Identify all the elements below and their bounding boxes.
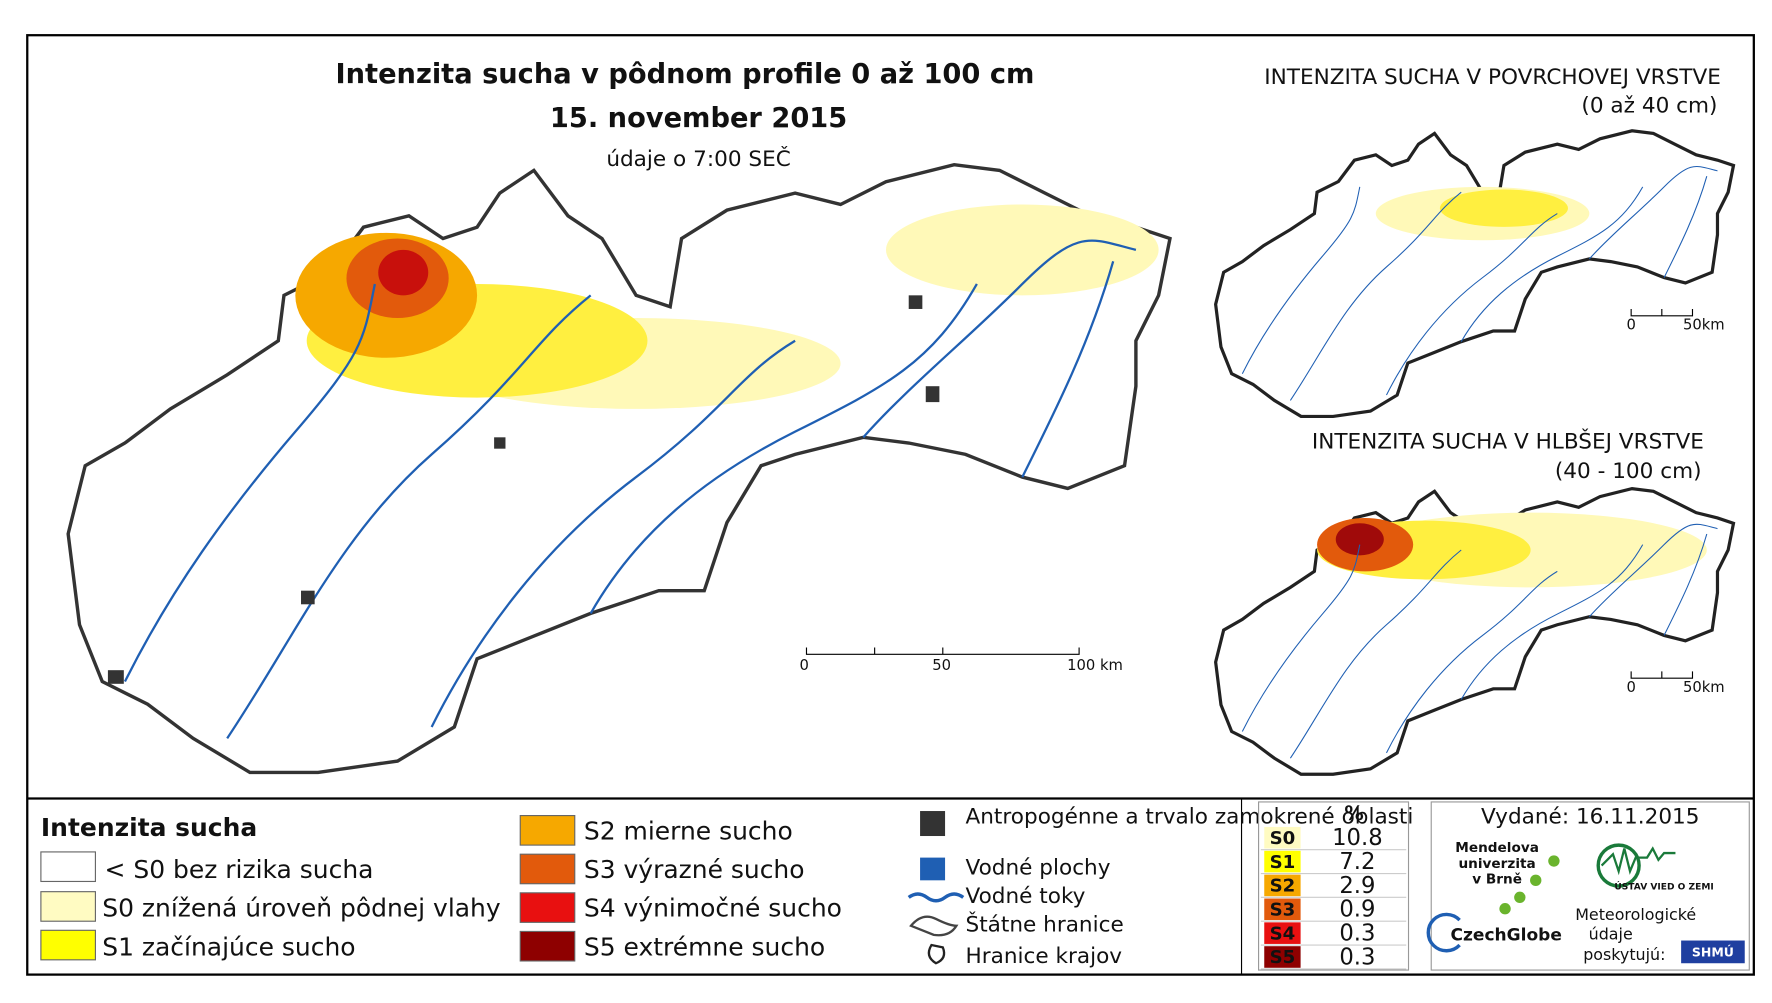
logo-text: univerzita (1458, 856, 1535, 872)
legend-swatches (40, 815, 576, 962)
class-label: S2 (1270, 876, 1296, 897)
feature-label: Antropogénne a trvalo zamokrené oblasti (966, 805, 1414, 830)
legend-label: S2 mierne sucho (584, 816, 793, 845)
percent-value: 7.2 (1339, 849, 1375, 875)
class-cell (1264, 874, 1301, 897)
logo-text: ÚSTAV VIED O ZEMI (1614, 880, 1713, 892)
class-cell (1264, 922, 1301, 944)
main-map (66, 163, 1172, 775)
inset-subtitle: (0 až 40 cm) (1581, 93, 1717, 118)
class-label: S0 (1270, 828, 1296, 849)
percent-value: 0.3 (1339, 944, 1375, 970)
feature-label: Štátne hranice (966, 911, 1124, 937)
inset-title: INTENZITA SUCHA V HLBŠEJ VRSTVE (1312, 429, 1704, 455)
logo-text: SHMÚ (1692, 944, 1734, 959)
logo-text: v Brně (1472, 872, 1522, 888)
title: Intenzita sucha v pôdnom profile 0 až 10… (336, 59, 1035, 90)
inset-map (1214, 487, 1736, 776)
scale-label: 0 (1626, 316, 1635, 333)
logo-text: CzechGlobe (1451, 926, 1562, 946)
class-label: S3 (1270, 900, 1296, 921)
scale-label: 0 (1626, 679, 1635, 696)
feature-label: Vodné plochy (966, 856, 1111, 881)
legend-label: S1 začínajúce sucho (102, 932, 355, 961)
percent-value: 0.3 (1339, 921, 1375, 947)
feature-label: Vodné toky (966, 884, 1086, 909)
scale-label: 0 (800, 657, 809, 674)
class-label: S1 (1270, 852, 1296, 873)
legend-title: Intenzita sucha (41, 813, 257, 842)
inset-title: INTENZITA SUCHA V POVRCHOVEJ VRSTVE (1264, 65, 1721, 90)
inset-subtitle: (40 - 100 cm) (1555, 459, 1702, 484)
class-cell (1264, 946, 1301, 968)
inset-map (1214, 129, 1736, 419)
legend-label: S0 znížená úroveň pôdnej vlahy (102, 894, 501, 923)
scale-label: 100 km (1067, 657, 1123, 674)
table-header: % (1344, 802, 1363, 825)
stats-table: % S0 10.8 S1 7.2 S2 2.9 S3 0.9 S4 0.3 S5 0.3 (1258, 801, 1410, 971)
scale-label: 50 (932, 657, 951, 674)
logo-text: Mendelova (1455, 840, 1539, 856)
class-cell (1264, 850, 1301, 873)
scale-label: 50km (1683, 679, 1725, 696)
legend-label: < S0 bez rizika sucha (105, 855, 374, 884)
class-label: S5 (1270, 947, 1296, 968)
provider: poskytujú: (1583, 945, 1665, 964)
legend-label: S5 extrémne sucho (584, 932, 825, 961)
legend-label: S4 výnimočné sucho (584, 894, 842, 923)
legend-label: S3 výrazné sucho (584, 855, 805, 884)
percent-value: 10.8 (1332, 825, 1383, 851)
percent-value: 2.9 (1339, 873, 1375, 899)
class-cell (1264, 898, 1301, 921)
issued: Vydané: 16.11.2015 (1481, 805, 1699, 830)
frame (26, 34, 1755, 976)
date: 15. november 2015 (550, 103, 847, 134)
class-label: S4 (1270, 923, 1296, 944)
class-cell (1264, 826, 1301, 849)
time: údaje o 7:00 SEČ (606, 146, 791, 172)
provider: Meteorologické (1575, 905, 1696, 924)
percent-value: 0.9 (1339, 897, 1375, 923)
scale-label: 50km (1683, 316, 1725, 333)
main-scale (805, 647, 1080, 655)
feature-label: Hranice krajov (966, 944, 1123, 969)
provider: údaje (1589, 924, 1633, 943)
